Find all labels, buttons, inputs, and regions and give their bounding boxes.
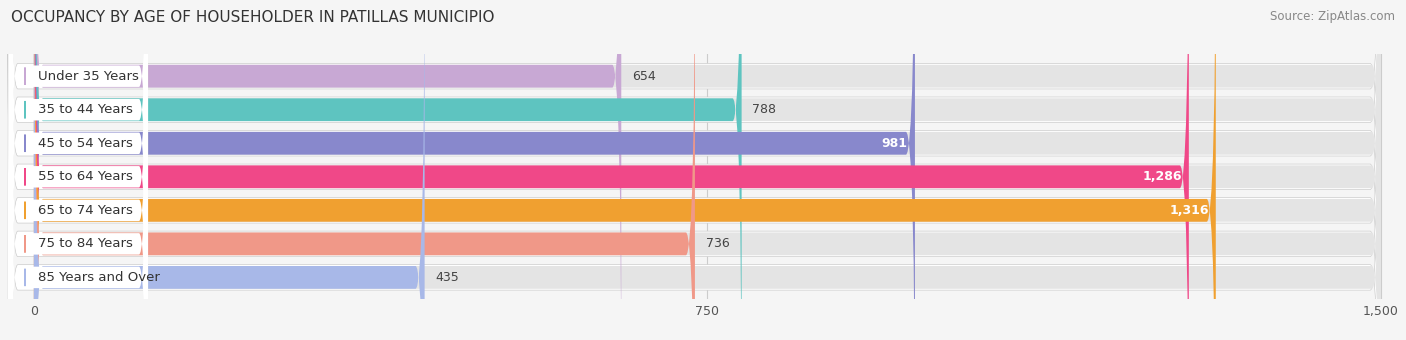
FancyBboxPatch shape [34, 0, 1381, 340]
Text: 1,316: 1,316 [1168, 204, 1209, 217]
FancyBboxPatch shape [34, 0, 1381, 340]
FancyBboxPatch shape [34, 0, 1216, 340]
FancyBboxPatch shape [7, 0, 1381, 340]
FancyBboxPatch shape [34, 0, 621, 340]
FancyBboxPatch shape [34, 0, 1189, 340]
FancyBboxPatch shape [8, 0, 148, 340]
FancyBboxPatch shape [7, 0, 1381, 340]
FancyBboxPatch shape [34, 0, 741, 340]
Text: 1,286: 1,286 [1142, 170, 1181, 183]
Text: 85 Years and Over: 85 Years and Over [38, 271, 160, 284]
Text: 788: 788 [752, 103, 776, 116]
FancyBboxPatch shape [8, 0, 148, 340]
Text: Source: ZipAtlas.com: Source: ZipAtlas.com [1270, 10, 1395, 23]
FancyBboxPatch shape [7, 0, 1381, 340]
FancyBboxPatch shape [7, 0, 1381, 340]
Text: 736: 736 [706, 237, 730, 250]
FancyBboxPatch shape [34, 0, 1381, 340]
FancyBboxPatch shape [8, 0, 148, 340]
FancyBboxPatch shape [8, 0, 148, 340]
FancyBboxPatch shape [8, 0, 148, 340]
Text: Under 35 Years: Under 35 Years [38, 70, 139, 83]
FancyBboxPatch shape [34, 0, 1381, 340]
FancyBboxPatch shape [7, 0, 1381, 340]
Text: 435: 435 [436, 271, 460, 284]
Text: 981: 981 [882, 137, 908, 150]
Text: 45 to 54 Years: 45 to 54 Years [38, 137, 134, 150]
FancyBboxPatch shape [34, 0, 1381, 340]
FancyBboxPatch shape [34, 0, 1381, 340]
Text: 654: 654 [633, 70, 655, 83]
FancyBboxPatch shape [7, 0, 1381, 340]
Text: OCCUPANCY BY AGE OF HOUSEHOLDER IN PATILLAS MUNICIPIO: OCCUPANCY BY AGE OF HOUSEHOLDER IN PATIL… [11, 10, 495, 25]
Text: 35 to 44 Years: 35 to 44 Years [38, 103, 134, 116]
Text: 75 to 84 Years: 75 to 84 Years [38, 237, 134, 250]
FancyBboxPatch shape [34, 0, 1381, 340]
FancyBboxPatch shape [8, 0, 148, 340]
FancyBboxPatch shape [7, 0, 1381, 340]
Text: 55 to 64 Years: 55 to 64 Years [38, 170, 134, 183]
FancyBboxPatch shape [34, 0, 425, 340]
FancyBboxPatch shape [8, 0, 148, 340]
FancyBboxPatch shape [34, 0, 695, 340]
Text: 65 to 74 Years: 65 to 74 Years [38, 204, 134, 217]
FancyBboxPatch shape [34, 0, 915, 340]
